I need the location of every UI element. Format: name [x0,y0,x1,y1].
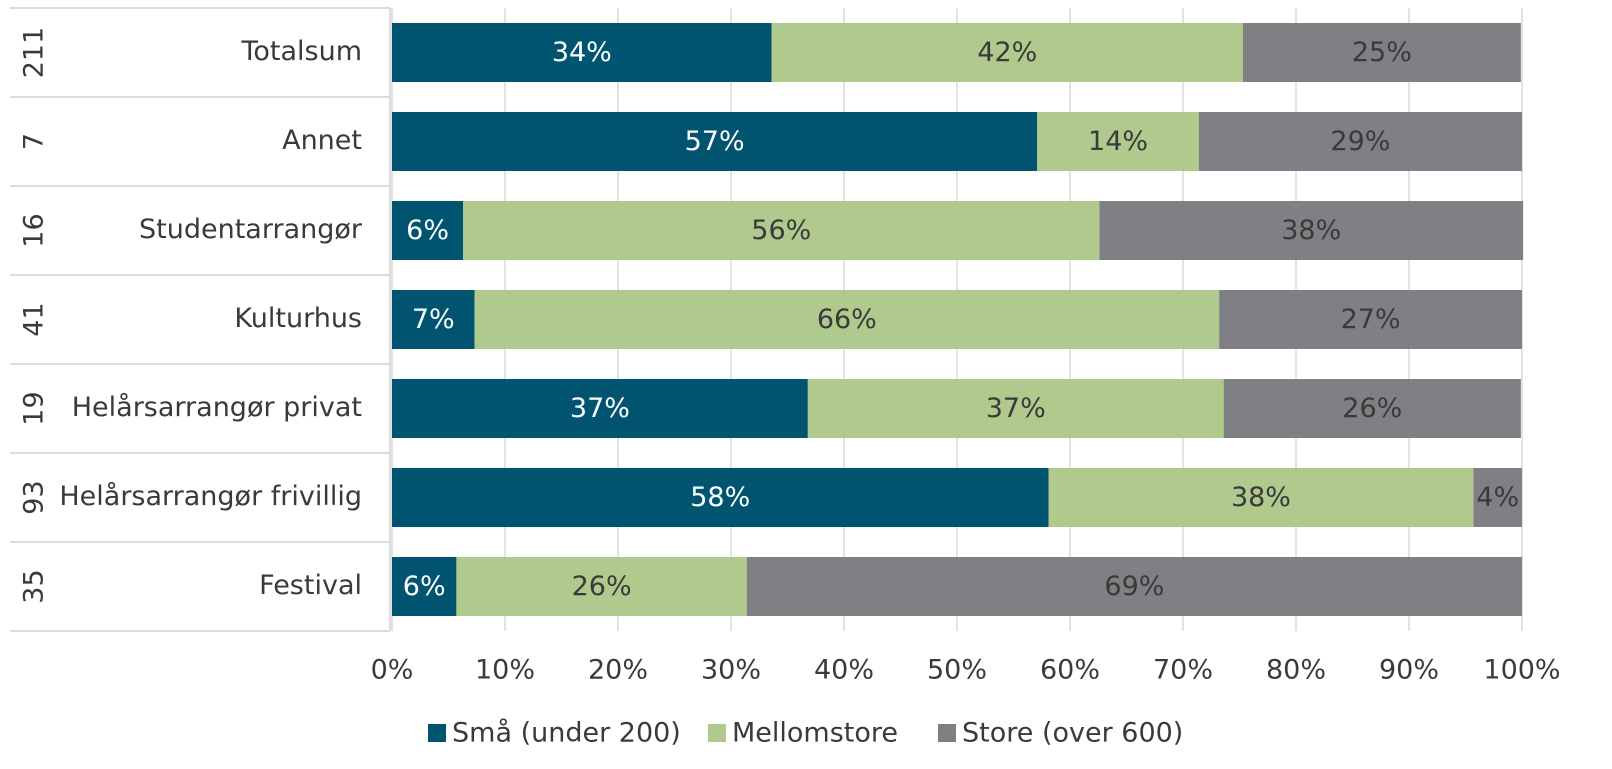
bar-segment [392,112,1038,171]
data-label: 56% [751,215,811,246]
data-label: 14% [1088,126,1148,157]
data-label: 25% [1352,37,1412,68]
x-tick-label: 90% [1379,655,1439,686]
count-label: 19 [19,391,50,425]
legend-swatch [708,724,726,742]
x-tick-label: 30% [701,655,761,686]
legend-label: Mellomstore [732,718,898,749]
category-label: Totalsum [240,36,362,67]
bar-segment [456,557,747,616]
bar-segment [463,201,1100,260]
data-label: 37% [986,393,1046,424]
data-label: 27% [1341,304,1401,335]
x-tick-label: 60% [1040,655,1100,686]
x-tick-label: 40% [814,655,874,686]
data-label: 66% [817,304,877,335]
bar-segment [392,201,464,260]
count-label: 7 [19,133,50,150]
bar-segment [392,557,457,616]
legend-swatch [428,724,446,742]
bar-segment [1242,23,1521,82]
data-label: 38% [1231,482,1291,513]
data-label: 37% [570,393,630,424]
bar-segment [1198,112,1522,171]
category-label: Studentarrangør [139,214,363,245]
category-label: Festival [259,570,362,601]
x-tick-label: 50% [927,655,987,686]
x-tick-label: 10% [475,655,535,686]
x-tick-label: 100% [1483,655,1560,686]
bar-segment [1219,290,1522,349]
count-label: 93 [19,480,50,514]
data-label: 58% [690,482,750,513]
bar-segment [392,23,772,82]
bar-segment [1223,379,1521,438]
x-tick-label: 0% [371,655,414,686]
bar-segment [392,468,1049,527]
bar-segment [771,23,1243,82]
bar-segment [392,290,475,349]
data-label: 26% [572,571,632,602]
data-label: 4% [1476,482,1519,513]
bar-segment [746,557,1522,616]
category-label: Kulturhus [234,303,362,334]
data-label: 34% [552,37,612,68]
category-label: Helårsarrangør privat [72,392,362,423]
bar-segment [474,290,1220,349]
x-tick-label: 20% [588,655,648,686]
x-tick-label: 70% [1153,655,1213,686]
data-label: 38% [1281,215,1341,246]
bar-segment [807,379,1224,438]
count-label: 16 [19,213,50,247]
bar-segment [392,379,808,438]
data-label: 42% [977,37,1037,68]
legend-swatch [938,724,956,742]
category-label: Annet [282,125,362,156]
data-label: 26% [1342,393,1402,424]
data-label: 6% [403,571,446,602]
x-tick-label: 80% [1266,655,1326,686]
bar-segment [1473,468,1522,527]
data-label: 69% [1104,571,1164,602]
category-label: Helårsarrangør frivillig [59,481,362,512]
data-label: 29% [1330,126,1390,157]
data-label: 57% [685,126,745,157]
legend-label: Små (under 200) [452,718,681,749]
legend-label: Store (over 600) [962,718,1183,749]
bar-segment [1037,112,1199,171]
data-label: 7% [412,304,455,335]
count-label: 211 [19,27,50,79]
count-label: 35 [19,569,50,603]
bar-segment [1048,468,1474,527]
bar-segment [1099,201,1524,260]
count-label: 41 [19,302,50,336]
data-label: 6% [406,215,449,246]
